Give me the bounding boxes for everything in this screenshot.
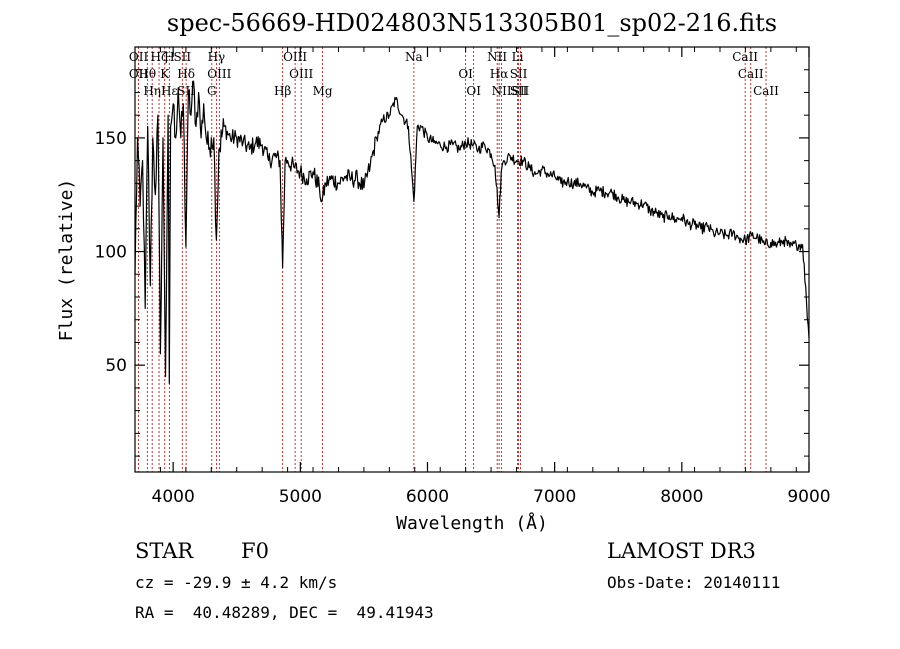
line-marker-label: OII <box>129 67 149 81</box>
line-marker-label: Hβ <box>274 84 291 98</box>
line-marker-label: OIII <box>283 50 307 64</box>
line-marker-label: Na <box>405 50 423 64</box>
line-marker-label: Hα <box>490 67 509 81</box>
line-marker-label: CaII <box>732 50 758 64</box>
line-marker-label: SII <box>173 50 191 64</box>
line-marker-label: Hγ <box>208 50 226 64</box>
x-axis: 4000 5000 6000 7000 8000 9000 <box>134 47 831 507</box>
line-marker-label: NII <box>487 50 507 64</box>
line-marker-label: CaII <box>738 67 764 81</box>
line-marker-label: Hθ <box>138 67 156 81</box>
line-marker-label: OIII <box>289 67 313 81</box>
x-tick-label: 6000 <box>406 487 449 507</box>
spectrum-line <box>134 80 810 384</box>
plot-frame <box>134 46 810 473</box>
line-marker-label: Li <box>512 50 524 64</box>
x-axis-label: Wavelength (Å) <box>396 512 548 534</box>
y-tick-label: 100 <box>95 243 127 263</box>
line-marker-label: SII <box>177 84 195 98</box>
y-axis: 50 100 150 <box>95 46 809 457</box>
line-marker-label: OI <box>466 84 481 98</box>
line-marker-label: Hη <box>143 84 161 98</box>
line-marker-label: SII <box>510 84 528 98</box>
line-marker-label: OI <box>458 67 473 81</box>
x-tick-label: 4000 <box>152 487 195 507</box>
line-marker-label: K <box>160 67 170 81</box>
y-tick-label: 150 <box>95 129 127 149</box>
x-tick-label: 5000 <box>279 487 322 507</box>
line-marker-label: OII <box>129 50 149 64</box>
line-marker-label: Hζ <box>151 50 168 64</box>
line-marker-label: NII <box>492 84 512 98</box>
survey-name: LAMOST DR3 <box>607 539 756 563</box>
x-tick-label: 7000 <box>533 487 576 507</box>
line-marker-label: G <box>207 84 217 98</box>
line-marker-label: Mg <box>313 84 333 98</box>
object-subclass: F0 <box>241 539 269 563</box>
coordinates: RA = 40.48289, DEC = 49.41943 <box>135 603 434 622</box>
y-axis-label: Flux (relative) <box>56 179 77 342</box>
y-tick-label: 50 <box>105 356 127 376</box>
chart-title: spec-56669-HD024803N513305B01_sp02-216.f… <box>167 9 777 37</box>
line-marker-label: CaII <box>753 84 779 98</box>
obs-date: Obs-Date: 20140111 <box>607 573 781 592</box>
line-marker-label: OIII <box>207 67 231 81</box>
object-class: STAR <box>135 539 194 563</box>
line-markers <box>138 47 767 472</box>
x-tick-label: 9000 <box>787 487 830 507</box>
line-marker-label: Hδ <box>177 67 195 81</box>
line-marker-label: SII <box>512 84 530 98</box>
line-marker-label: H <box>164 50 174 64</box>
line-marker-label: SII <box>510 67 528 81</box>
redshift-readout: cz = -29.9 ± 4.2 km/s <box>135 573 338 592</box>
x-tick-label: 8000 <box>660 487 703 507</box>
line-marker-label: Hε <box>161 84 178 98</box>
